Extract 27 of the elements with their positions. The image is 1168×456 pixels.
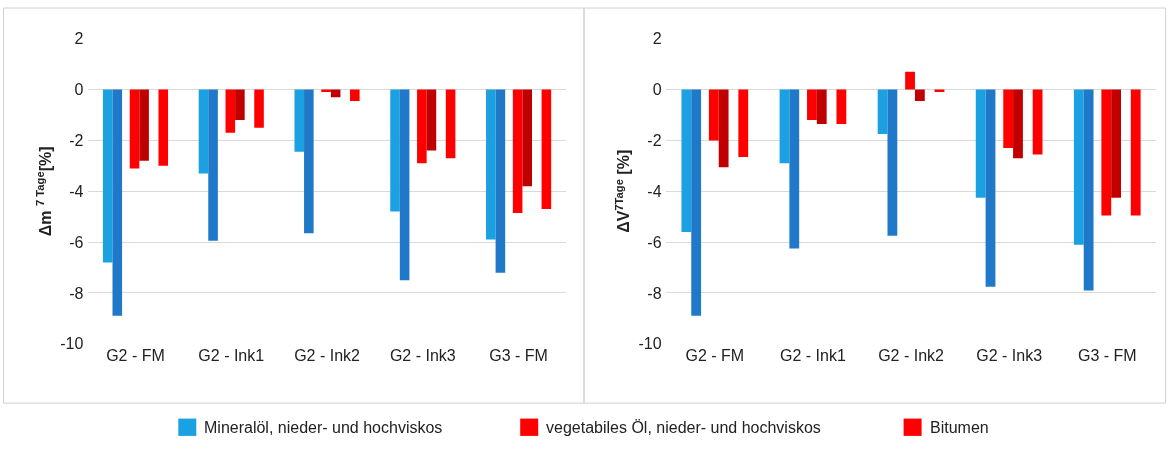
x-tick-label: G2 - FM (685, 346, 745, 364)
y-tick-label: -6 (647, 233, 662, 251)
y-tick-label: -10 (60, 335, 84, 353)
y-tick-label: -8 (69, 284, 84, 302)
y-tick-label: -4 (647, 182, 662, 200)
y-tick-label: -8 (647, 284, 662, 302)
y-tick-label: -2 (69, 132, 84, 150)
y-tick-label: 0 (74, 81, 84, 99)
x-tick-label: G2 - Ink1 (780, 346, 846, 364)
x-tick-label: G2 - Ink2 (878, 346, 945, 364)
x-tick-label: G2 - FM (106, 346, 165, 364)
y-tick-label: 2 (74, 30, 84, 48)
legend-label: Bitumen (930, 419, 989, 436)
x-tick-label: G2 - Ink2 (294, 346, 361, 364)
legend-label: Mineralöl, nieder- und hochviskos (204, 419, 443, 436)
legend-label: vegetabiles Öl, nieder- und hochviskos (546, 419, 821, 436)
y-tick-label: 2 (652, 30, 662, 48)
x-tick-label: G3 - FM (1077, 346, 1137, 364)
y-tick-label: -2 (647, 132, 662, 150)
x-tick-label: G2 - Ink3 (389, 346, 456, 364)
y-tick-label: -4 (69, 182, 84, 200)
y-tick-label: -6 (69, 233, 84, 251)
x-tick-label: G2 - Ink1 (198, 346, 265, 364)
y-tick-label: 0 (652, 81, 662, 99)
x-tick-label: G2 - Ink3 (976, 346, 1043, 364)
x-tick-label: G3 - FM (489, 346, 548, 364)
y-tick-label: -10 (638, 335, 662, 353)
